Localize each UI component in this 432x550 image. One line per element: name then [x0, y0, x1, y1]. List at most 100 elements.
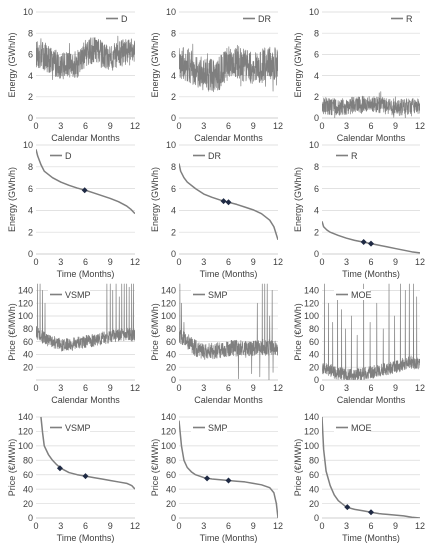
y-tick-label: 0 — [314, 249, 319, 259]
y-tick-label: 6 — [314, 184, 319, 194]
y-tick-label: 10 — [166, 7, 176, 17]
y-tick-label: 140 — [18, 286, 33, 296]
x-tick-label: 9 — [108, 121, 113, 131]
y-tick-label: 4 — [314, 71, 319, 81]
chart-panel-r4c3: 0 20 40 60 80 100 120 140 0 3 6 9 12 Time (Months) Pri… — [293, 412, 425, 543]
y-tick-label: 80 — [309, 455, 319, 465]
y-tick-label: 6 — [314, 50, 319, 60]
y-tick-label: 40 — [23, 484, 33, 494]
chart-panel-r3c1: 20 40 60 80 100 120 140 0 3 6 9 12 Calendar Months Pr… — [7, 283, 140, 405]
y-tick-label: 2 — [171, 227, 176, 237]
x-tick-label: 6 — [368, 383, 373, 393]
plot-area — [322, 283, 420, 380]
x-tick-label: 12 — [415, 521, 425, 531]
x-tick-label: 0 — [33, 383, 38, 393]
y-tick-label: 8 — [171, 162, 176, 172]
x-tick-label: 6 — [226, 257, 231, 267]
y-tick-label: 0 — [28, 113, 33, 123]
y-axis-title: Energy (GWh/h) — [7, 32, 17, 97]
data-marker — [225, 477, 232, 484]
legend-box — [191, 150, 221, 161]
x-tick-label: 0 — [176, 521, 181, 531]
x-tick-label: 6 — [368, 521, 373, 531]
y-tick-label: 140 — [304, 286, 319, 296]
y-tick-label: 6 — [171, 50, 176, 60]
legend-box — [191, 422, 227, 433]
x-tick-label: 6 — [226, 383, 231, 393]
y-tick-label: 8 — [314, 162, 319, 172]
y-tick-label: 60 — [23, 337, 33, 347]
x-tick-label: 12 — [130, 257, 140, 267]
x-tick-label: 6 — [83, 257, 88, 267]
x-tick-label: 3 — [58, 121, 63, 131]
x-tick-label: 9 — [393, 383, 398, 393]
chart-panel-r2c2: 0 2 4 6 8 10 0 3 6 9 12 Time (Months) Energy (GWh/h)… — [150, 140, 283, 279]
legend-label: R — [406, 14, 413, 24]
series-line-smp — [179, 420, 278, 518]
x-tick-label: 6 — [83, 383, 88, 393]
x-axis-title: Calendar Months — [194, 133, 263, 143]
y-tick-label: 20 — [23, 362, 33, 372]
y-axis-title: Price (€/MWh) — [293, 439, 303, 497]
x-axis-title: Time (Months) — [200, 533, 258, 543]
data-marker — [56, 465, 63, 472]
x-tick-label: 3 — [58, 257, 63, 267]
y-tick-label: 140 — [161, 286, 176, 296]
chart-panel-r4c2: 0 20 40 60 80 100 120 140 0 3 6 9 12 Time (Months) Pri… — [150, 412, 283, 543]
x-tick-label: 0 — [33, 521, 38, 531]
x-tick-label: 9 — [251, 521, 256, 531]
plot-area — [322, 91, 420, 118]
x-axis-title: Calendar Months — [337, 133, 406, 143]
legend-label: MOE — [351, 423, 372, 433]
x-tick-label: 0 — [319, 383, 324, 393]
legend-box — [48, 422, 90, 433]
y-tick-label: 20 — [23, 499, 33, 509]
y-tick-label: 4 — [28, 206, 33, 216]
x-tick-label: 9 — [251, 383, 256, 393]
x-tick-label: 6 — [83, 521, 88, 531]
x-tick-label: 0 — [176, 383, 181, 393]
series-line-smp — [179, 283, 278, 380]
legend-box — [241, 13, 271, 24]
x-tick-label: 0 — [33, 121, 38, 131]
y-tick-label: 60 — [309, 470, 319, 480]
x-axis-title: Calendar Months — [51, 395, 120, 405]
y-axis-title: Energy (GWh/h) — [293, 32, 303, 97]
y-tick-label: 6 — [171, 184, 176, 194]
y-tick-label: 2 — [28, 92, 33, 102]
y-tick-label: 0 — [171, 113, 176, 123]
x-tick-label: 12 — [273, 383, 283, 393]
series-line-vsmp — [40, 416, 135, 490]
y-tick-label: 10 — [166, 140, 176, 150]
x-tick-label: 0 — [319, 521, 324, 531]
plot-area — [36, 35, 135, 80]
y-tick-label: 10 — [23, 140, 33, 150]
data-marker — [82, 473, 89, 480]
series-line-dr — [179, 43, 278, 93]
x-axis-title: Calendar Months — [51, 133, 120, 143]
series-line-d — [36, 35, 135, 80]
x-tick-label: 9 — [251, 257, 256, 267]
y-tick-label: 4 — [28, 71, 33, 81]
x-axis-title: Calendar Months — [194, 395, 263, 405]
x-axis-title: Time (Months) — [200, 269, 258, 279]
x-tick-label: 6 — [226, 121, 231, 131]
plot-area — [179, 43, 278, 93]
y-tick-label: 100 — [304, 441, 319, 451]
x-tick-label: 12 — [130, 383, 140, 393]
x-tick-label: 9 — [251, 121, 256, 131]
x-tick-label: 9 — [393, 121, 398, 131]
y-tick-label: 120 — [161, 298, 176, 308]
y-tick-label: 100 — [18, 441, 33, 451]
series-line-vsmp — [36, 283, 135, 352]
series-line-d — [36, 149, 135, 215]
x-tick-label: 9 — [108, 521, 113, 531]
y-tick-label: 120 — [161, 427, 176, 437]
y-tick-label: 2 — [171, 92, 176, 102]
x-tick-label: 0 — [176, 257, 181, 267]
y-tick-label: 60 — [23, 470, 33, 480]
x-tick-label: 12 — [273, 521, 283, 531]
series-line-moe — [322, 283, 420, 380]
x-tick-label: 3 — [201, 521, 206, 531]
y-axis-title: Price (€/MWh) — [7, 303, 17, 361]
